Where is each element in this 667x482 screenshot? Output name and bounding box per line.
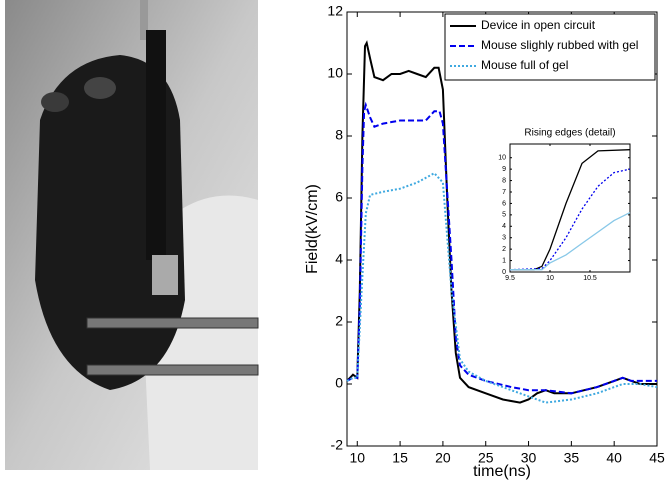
legend-label: Device in open circuit [481, 18, 596, 32]
y-axis-label: Field(kV/cm) [304, 184, 321, 274]
y-tick-label: 8 [502, 177, 506, 184]
series-line [346, 101, 657, 395]
x-tick-label: 25 [478, 449, 494, 465]
y-tick-label: 12 [327, 3, 343, 19]
x-tick-label: 9.5 [505, 275, 515, 282]
legend-label: Mouse slighly rubbed with gel [481, 38, 638, 52]
y-tick-label: -2 [331, 437, 344, 453]
y-tick-label: 5 [502, 212, 506, 219]
y-tick-label: 2 [502, 246, 506, 253]
series-line [509, 168, 631, 271]
y-tick-label: 9 [502, 166, 506, 173]
series-line [510, 212, 631, 271]
photo [5, 0, 259, 471]
y-tick-label: 2 [335, 313, 343, 329]
x-tick-label: 30 [521, 449, 537, 465]
x-tick-label: 10 [546, 275, 554, 282]
y-tick-label: 10 [327, 65, 343, 81]
x-tick-label: 40 [606, 449, 622, 465]
y-tick-label: 10 [498, 155, 506, 162]
y-tick-label: 8 [335, 127, 343, 143]
x-tick-label: 10 [349, 449, 365, 465]
y-tick-label: 6 [335, 189, 343, 205]
x-tick-label: 15 [392, 449, 408, 465]
y-tick-label: 4 [335, 251, 343, 267]
plot-area [509, 143, 631, 273]
legend-box [444, 13, 656, 81]
y-tick-label: 4 [502, 223, 506, 230]
y-tick-label: 3 [502, 235, 506, 242]
y-tick-label: 0 [335, 375, 343, 391]
x-tick-label: 45 [649, 449, 665, 465]
y-tick-label: 1 [502, 257, 506, 264]
x-tick-label: 10.5 [583, 275, 597, 282]
inset-title: Rising edges (detail) [524, 128, 615, 139]
x-tick-label: 20 [435, 449, 451, 465]
legend-label: Mouse full of gel [481, 58, 568, 72]
x-axis-label: time(ns) [473, 463, 531, 480]
y-tick-label: 0 [502, 269, 506, 276]
series-line [346, 171, 658, 404]
x-tick-label: 35 [564, 449, 580, 465]
y-tick-label: 7 [502, 189, 506, 196]
y-tick-label: 6 [502, 200, 506, 207]
